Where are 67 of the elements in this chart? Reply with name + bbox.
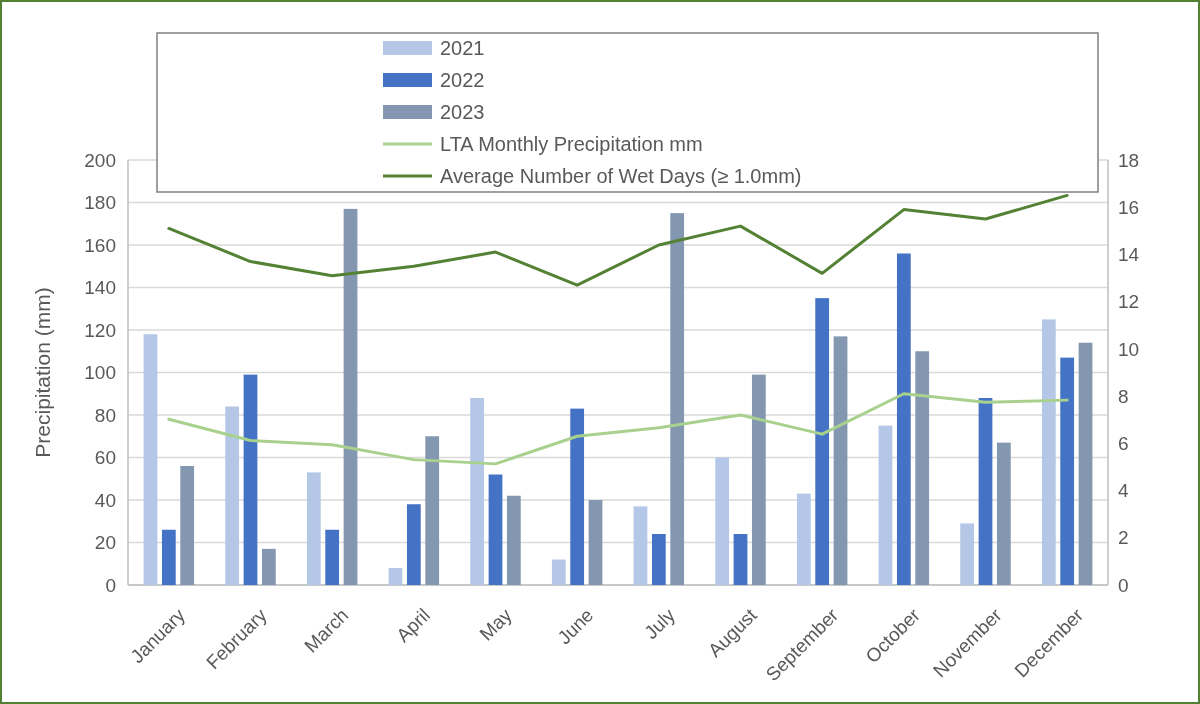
bar xyxy=(470,398,485,585)
y-tick-label: 40 xyxy=(94,489,116,511)
bar xyxy=(978,398,993,585)
y-tick-label: 0 xyxy=(105,574,116,596)
bar xyxy=(406,504,421,585)
legend-label: 2023 xyxy=(440,101,485,123)
y2-tick-label: 4 xyxy=(1118,480,1129,502)
legend-label: 2022 xyxy=(440,69,485,91)
bar xyxy=(343,208,358,585)
bar xyxy=(306,472,321,585)
bar xyxy=(833,336,848,585)
bar xyxy=(960,523,975,585)
bar xyxy=(733,534,748,585)
bar xyxy=(261,548,276,585)
y2-tick-label: 12 xyxy=(1118,291,1140,313)
x-tick-label: May xyxy=(475,604,517,645)
bar xyxy=(506,495,521,585)
bar xyxy=(878,425,893,585)
bar xyxy=(715,457,730,585)
bar xyxy=(225,406,240,585)
bar xyxy=(670,213,685,585)
y-tick-label: 100 xyxy=(84,362,116,384)
y-tick-label: 140 xyxy=(84,277,116,299)
bar xyxy=(915,351,930,585)
legend-label: LTA Monthly Precipitation mm xyxy=(440,133,703,155)
bar xyxy=(551,559,566,585)
legend-label: 2021 xyxy=(440,37,485,59)
y2-tick-label: 6 xyxy=(1118,432,1129,454)
y2-tick-label: 18 xyxy=(1118,149,1140,171)
bar xyxy=(815,298,830,585)
bar xyxy=(1060,357,1075,585)
bar xyxy=(325,529,340,585)
line-series xyxy=(167,392,1069,466)
y-tick-label: 120 xyxy=(84,319,116,341)
bar xyxy=(143,334,158,585)
bar xyxy=(751,374,766,585)
y2-tick-label: 16 xyxy=(1118,196,1140,218)
line-series xyxy=(167,193,1069,287)
bar xyxy=(388,568,403,585)
bar xyxy=(633,506,648,585)
bar xyxy=(243,374,258,585)
y2-tick-label: 2 xyxy=(1118,527,1129,549)
y-tick-label: 80 xyxy=(94,404,116,426)
y-tick-label: 20 xyxy=(94,532,116,554)
bar xyxy=(570,408,585,585)
bar xyxy=(425,436,440,585)
y-tick-label: 180 xyxy=(84,192,116,214)
y2-tick-label: 10 xyxy=(1118,338,1140,360)
bar xyxy=(896,253,911,585)
y-axis-title: Precipitation (mm) xyxy=(31,287,54,458)
bar xyxy=(651,534,666,585)
y2-tick-label: 14 xyxy=(1118,244,1140,266)
legend-label: Average Number of Wet Days (≥ 1.0mm) xyxy=(440,165,802,187)
y-tick-label: 200 xyxy=(84,149,116,171)
bar xyxy=(996,442,1011,585)
y2-tick-label: 8 xyxy=(1118,385,1129,407)
bar xyxy=(1078,342,1093,585)
bar xyxy=(796,493,811,585)
bar xyxy=(161,529,176,585)
bar xyxy=(588,500,603,585)
y-tick-label: 60 xyxy=(94,447,116,469)
x-tick-label: July xyxy=(640,604,680,644)
bar xyxy=(180,466,195,585)
y2-tick-label: 0 xyxy=(1118,574,1129,596)
bar xyxy=(1041,319,1056,585)
bar xyxy=(488,474,503,585)
y-tick-label: 160 xyxy=(84,234,116,256)
